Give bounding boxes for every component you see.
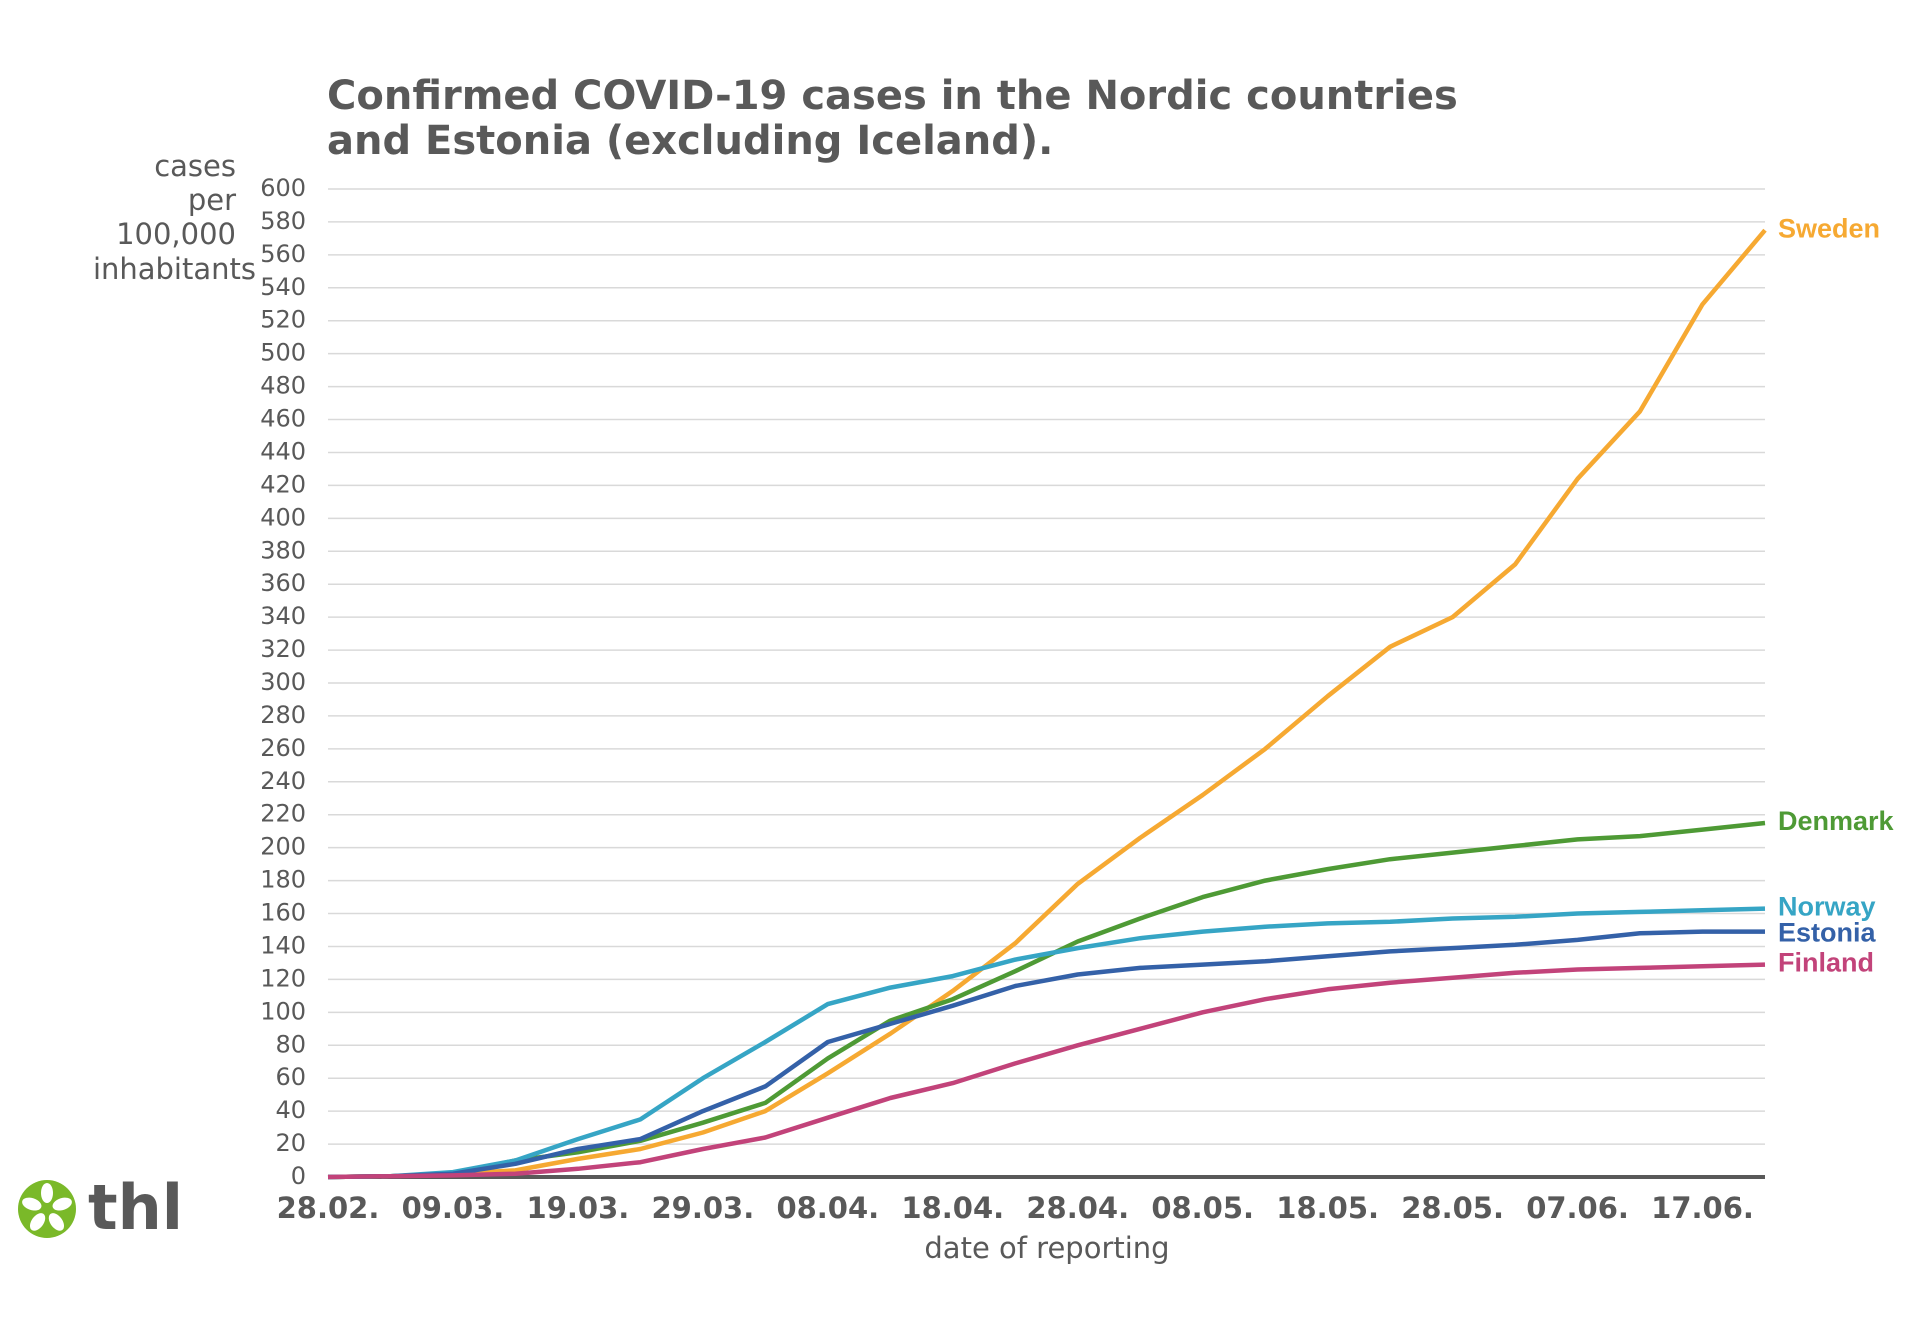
- x-tick-label: 18.04.: [901, 1191, 1004, 1225]
- logo: thl: [18, 1171, 183, 1244]
- y-tick-label: 420: [260, 470, 306, 498]
- y-tick-label: 300: [260, 668, 306, 696]
- series-line: [327, 962, 1766, 1180]
- x-tick-label: 09.03.: [402, 1191, 505, 1225]
- y-tick-label: 400: [260, 503, 306, 531]
- y-tick-label: 580: [260, 207, 306, 235]
- series-line: [327, 228, 1767, 1180]
- y-tick-label: 540: [260, 273, 306, 301]
- series-line: [327, 906, 1766, 1180]
- x-axis-label: date of reporting: [924, 1231, 1169, 1265]
- y-tick-label: 120: [260, 964, 306, 992]
- legend-label: Denmark: [1778, 806, 1895, 836]
- y-tick-label: 320: [260, 635, 306, 663]
- y-tick-label: 520: [260, 306, 306, 334]
- y-tick-label: 160: [260, 899, 306, 927]
- y-tick-label: 80: [275, 1030, 306, 1058]
- y-tick-label: 260: [260, 734, 306, 762]
- y-tick-label: 60: [275, 1063, 306, 1091]
- y-axis-label: cases: [154, 149, 236, 183]
- y-tick-label: 340: [260, 602, 306, 630]
- y-tick-label: 560: [260, 240, 306, 268]
- y-tick-label: 40: [275, 1096, 306, 1124]
- y-axis-label: 100,000: [116, 217, 236, 251]
- series-line: [327, 820, 1766, 1180]
- y-tick-label: 0: [291, 1162, 306, 1190]
- y-tick-label: 480: [260, 372, 306, 400]
- x-tick-label: 28.05.: [1401, 1191, 1504, 1225]
- y-axis-label: inhabitants: [93, 252, 256, 286]
- legend-label: Sweden: [1778, 213, 1880, 243]
- chart-title: Confirmed COVID-19 cases in the Nordic c…: [327, 73, 1458, 119]
- y-tick-label: 220: [260, 800, 306, 828]
- y-tick-label: 440: [260, 437, 306, 465]
- y-tick-label: 600: [260, 174, 306, 202]
- y-tick-label: 360: [260, 569, 306, 597]
- series-line: [327, 929, 1765, 1180]
- chart-title: and Estonia (excluding Iceland).: [327, 118, 1053, 164]
- y-tick-label: 200: [260, 833, 306, 861]
- y-tick-label: 140: [260, 931, 306, 959]
- y-tick-label: 240: [260, 767, 306, 795]
- x-tick-label: 07.06.: [1526, 1191, 1629, 1225]
- x-tick-label: 28.04.: [1026, 1191, 1129, 1225]
- legend-label: Estonia: [1778, 918, 1877, 948]
- y-tick-label: 460: [260, 405, 306, 433]
- logo-flower: [22, 1183, 72, 1231]
- y-tick-label: 500: [260, 339, 306, 367]
- y-axis-label: per: [188, 183, 236, 217]
- y-tick-label: 380: [260, 536, 306, 564]
- x-tick-label: 17.06.: [1651, 1191, 1754, 1225]
- x-tick-label: 08.05.: [1151, 1191, 1254, 1225]
- x-tick-label: 28.02.: [277, 1191, 380, 1225]
- y-tick-label: 180: [260, 866, 306, 894]
- x-tick-label: 19.03.: [527, 1191, 630, 1225]
- x-tick-label: 08.04.: [776, 1191, 879, 1225]
- legend-label: Norway: [1778, 892, 1876, 922]
- legend-label: Finland: [1778, 948, 1874, 978]
- y-tick-label: 280: [260, 701, 306, 729]
- logo-text: thl: [88, 1171, 183, 1244]
- x-tick-label: 18.05.: [1276, 1191, 1379, 1225]
- x-tick-label: 29.03.: [651, 1191, 754, 1225]
- y-tick-label: 100: [260, 997, 306, 1025]
- y-tick-label: 20: [275, 1129, 306, 1157]
